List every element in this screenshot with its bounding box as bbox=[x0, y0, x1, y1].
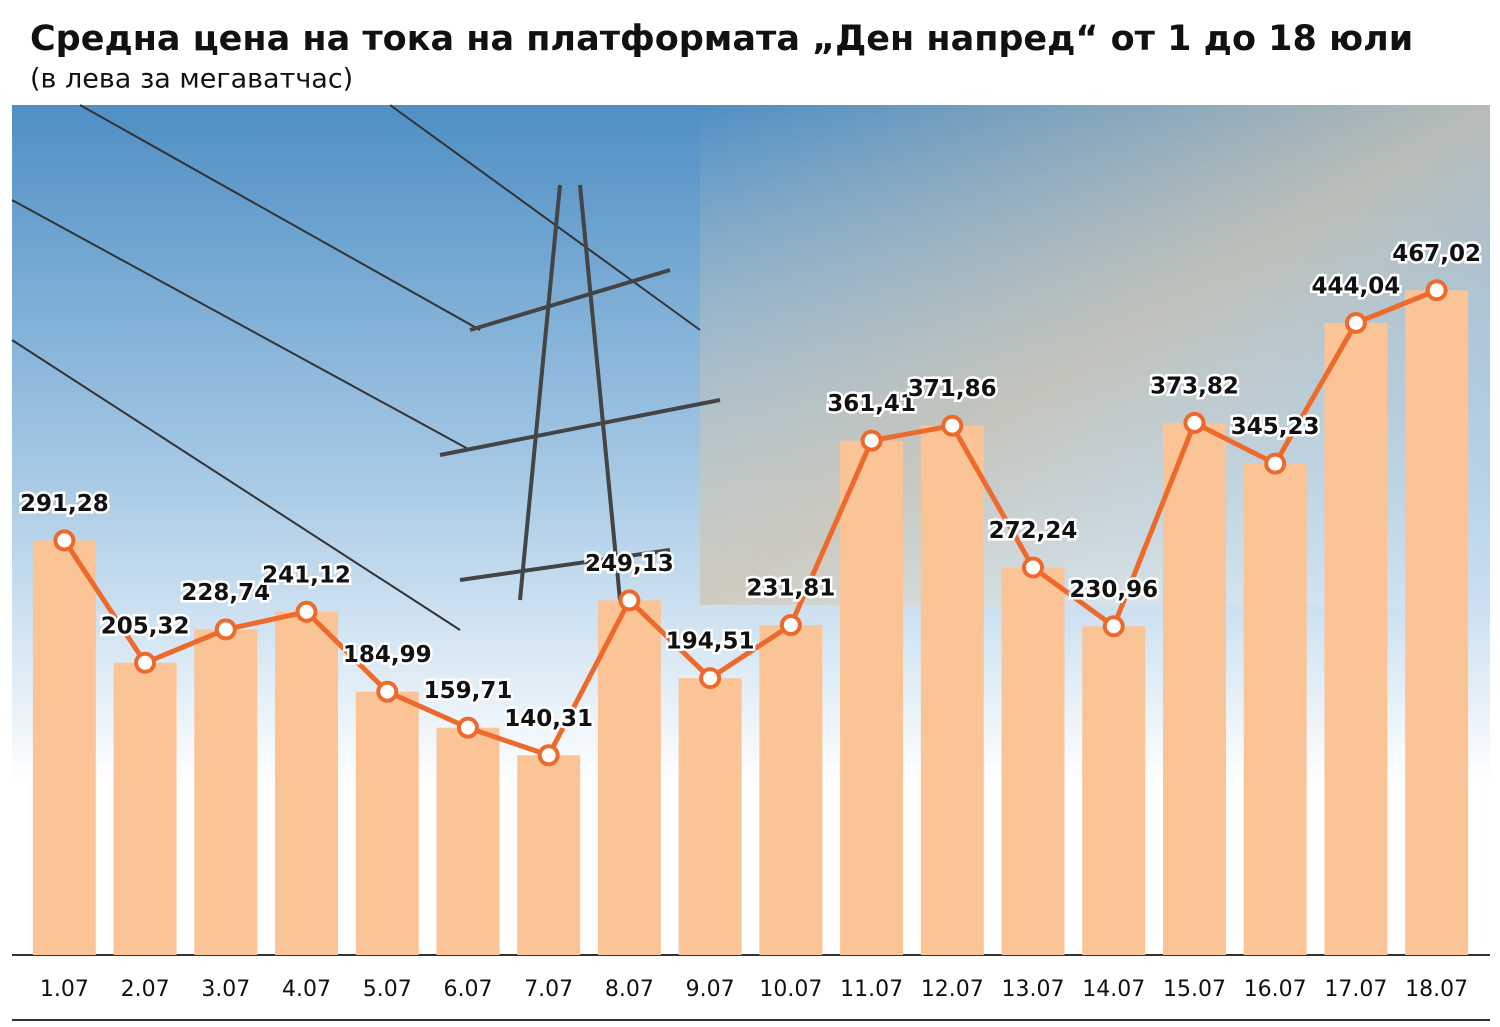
bar bbox=[1082, 626, 1146, 955]
bar bbox=[920, 425, 984, 956]
value-label: 230,96 bbox=[1069, 577, 1158, 603]
x-tick-label: 6.07 bbox=[443, 977, 492, 1002]
line-point bbox=[53, 529, 76, 552]
value-label: 361,41 bbox=[827, 391, 916, 417]
x-tick-label: 4.07 bbox=[282, 977, 331, 1002]
x-tick-label: 16.07 bbox=[1244, 977, 1307, 1002]
value-label: 228,74 bbox=[181, 580, 270, 606]
bar bbox=[1162, 422, 1226, 955]
x-tick-label: 18.07 bbox=[1405, 977, 1468, 1002]
x-tick-label: 1.07 bbox=[40, 977, 89, 1002]
bar bbox=[517, 755, 581, 955]
line bbox=[62, 287, 1438, 759]
value-label: 241,12 bbox=[262, 562, 351, 588]
x-tick-label: 13.07 bbox=[1002, 977, 1065, 1002]
bar bbox=[1001, 567, 1065, 955]
x-tick-label: 5.07 bbox=[363, 977, 412, 1002]
value-label: 373,82 bbox=[1150, 373, 1239, 399]
x-tick-label: 3.07 bbox=[201, 977, 250, 1002]
line-point bbox=[134, 651, 157, 674]
x-tick-label: 15.07 bbox=[1163, 977, 1226, 1002]
line-point bbox=[1183, 411, 1206, 434]
value-label: 467,02 bbox=[1392, 241, 1481, 267]
line-point bbox=[376, 680, 399, 703]
bar bbox=[678, 678, 742, 955]
bar bbox=[275, 611, 339, 955]
bar bbox=[1405, 290, 1469, 955]
x-tick-label: 17.07 bbox=[1324, 977, 1387, 1002]
chart-subtitle: (в лева за мегаватчас) bbox=[30, 64, 353, 95]
value-label: 231,81 bbox=[746, 576, 835, 602]
value-label: 249,13 bbox=[585, 551, 674, 577]
bar bbox=[113, 662, 177, 955]
value-label: 371,86 bbox=[908, 376, 997, 402]
line-point bbox=[537, 744, 560, 767]
value-label: 444,04 bbox=[1312, 273, 1401, 299]
line-point bbox=[295, 600, 318, 623]
line-point bbox=[941, 414, 964, 437]
bar bbox=[32, 540, 96, 955]
value-label: 345,23 bbox=[1231, 414, 1320, 440]
line-point bbox=[1264, 452, 1287, 475]
bar bbox=[194, 629, 258, 955]
value-label: 272,24 bbox=[989, 518, 1078, 544]
bar bbox=[840, 440, 904, 955]
line-point bbox=[779, 614, 802, 637]
x-tick-label: 10.07 bbox=[759, 977, 822, 1002]
power-lines bbox=[11, 104, 721, 631]
x-tick-label: 2.07 bbox=[121, 977, 170, 1002]
line-point bbox=[1344, 311, 1367, 334]
x-tick-label: 14.07 bbox=[1082, 977, 1145, 1002]
line-point bbox=[1425, 279, 1448, 302]
line-point bbox=[860, 429, 883, 452]
x-tick-label: 7.07 bbox=[524, 977, 573, 1002]
x-tick-label: 9.07 bbox=[686, 977, 735, 1002]
line-point bbox=[699, 667, 722, 690]
bar bbox=[597, 600, 661, 955]
line-point bbox=[618, 589, 641, 612]
value-label: 291,28 bbox=[20, 491, 109, 517]
value-label: 194,51 bbox=[666, 629, 755, 655]
bar bbox=[759, 625, 823, 955]
bar bbox=[1324, 322, 1388, 956]
x-tick-label: 8.07 bbox=[605, 977, 654, 1002]
value-label: 159,71 bbox=[424, 678, 513, 704]
x-tick-label: 12.07 bbox=[921, 977, 984, 1002]
bar bbox=[436, 727, 500, 955]
bar bbox=[1243, 463, 1307, 955]
line-point bbox=[214, 618, 237, 641]
value-label: 184,99 bbox=[343, 642, 432, 668]
chart-title: Средна цена на тока на платформата „Ден … bbox=[30, 19, 1413, 59]
value-label: 140,31 bbox=[504, 706, 593, 732]
value-label: 205,32 bbox=[101, 613, 190, 639]
bar bbox=[355, 691, 419, 955]
x-tick-label: 11.07 bbox=[840, 977, 903, 1002]
line-point bbox=[1102, 615, 1125, 638]
line-point bbox=[1022, 556, 1045, 579]
line-point bbox=[456, 716, 479, 739]
